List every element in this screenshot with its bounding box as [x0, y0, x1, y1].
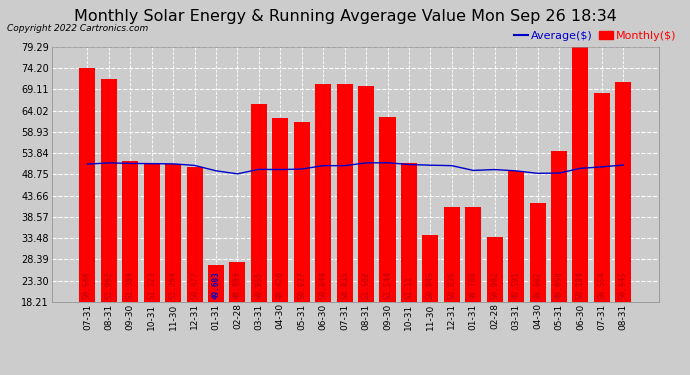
Text: 50.566: 50.566 — [83, 271, 92, 298]
Text: 49.058: 49.058 — [555, 271, 564, 298]
Text: 50.554: 50.554 — [598, 271, 607, 298]
Bar — [529, 202, 546, 302]
Text: 50.902: 50.902 — [490, 271, 499, 298]
Bar — [79, 68, 95, 302]
Text: Monthly Solar Energy & Running Avgerage Value Mon Sep 26 18:34: Monthly Solar Energy & Running Avgerage … — [74, 9, 616, 24]
Text: 48.883: 48.883 — [233, 271, 242, 298]
Text: 51.323: 51.323 — [147, 271, 156, 298]
Bar — [186, 167, 203, 302]
Text: 49.603: 49.603 — [212, 271, 221, 298]
Text: 50.836: 50.836 — [447, 271, 456, 298]
Text: 51.502: 51.502 — [362, 271, 371, 298]
Text: 50.477: 50.477 — [190, 271, 199, 298]
Text: 50.194: 50.194 — [576, 271, 585, 298]
Bar — [122, 162, 138, 302]
Bar — [380, 117, 395, 302]
Text: 49.426: 49.426 — [276, 271, 285, 298]
Text: 51.11: 51.11 — [404, 275, 413, 298]
Text: 50.027: 50.027 — [297, 271, 306, 298]
Bar — [144, 164, 160, 302]
Bar — [444, 207, 460, 302]
Bar — [273, 118, 288, 302]
Bar — [594, 93, 610, 302]
Bar — [615, 82, 631, 302]
Bar — [358, 86, 374, 302]
Bar — [208, 265, 224, 302]
Bar — [315, 84, 331, 302]
Bar — [486, 237, 503, 302]
Text: 49.955: 49.955 — [255, 271, 264, 298]
Legend: Average($), Monthly($): Average($), Monthly($) — [510, 26, 681, 45]
Text: 50.945: 50.945 — [426, 271, 435, 298]
Bar — [337, 84, 353, 302]
Bar — [465, 207, 482, 302]
Bar — [101, 79, 117, 302]
Text: 50.835: 50.835 — [340, 271, 349, 298]
Text: 50.844: 50.844 — [319, 271, 328, 298]
Bar — [508, 171, 524, 302]
Text: 51.264: 51.264 — [168, 271, 177, 298]
Bar — [229, 262, 246, 302]
Text: 49.002: 49.002 — [533, 271, 542, 298]
Text: 49.700: 49.700 — [469, 271, 477, 298]
Bar — [294, 122, 310, 302]
Bar — [165, 164, 181, 302]
Text: 51.544: 51.544 — [383, 271, 392, 298]
Text: Copyright 2022 Cartronics.com: Copyright 2022 Cartronics.com — [7, 24, 148, 33]
Text: 49.591: 49.591 — [511, 271, 521, 298]
Bar — [251, 104, 267, 302]
Bar — [401, 163, 417, 302]
Text: 50.945: 50.945 — [619, 271, 628, 298]
Bar — [573, 47, 589, 302]
Bar — [422, 236, 438, 302]
Text: 51.384: 51.384 — [126, 271, 135, 298]
Text: 51.962: 51.962 — [104, 271, 113, 298]
Bar — [551, 151, 567, 302]
